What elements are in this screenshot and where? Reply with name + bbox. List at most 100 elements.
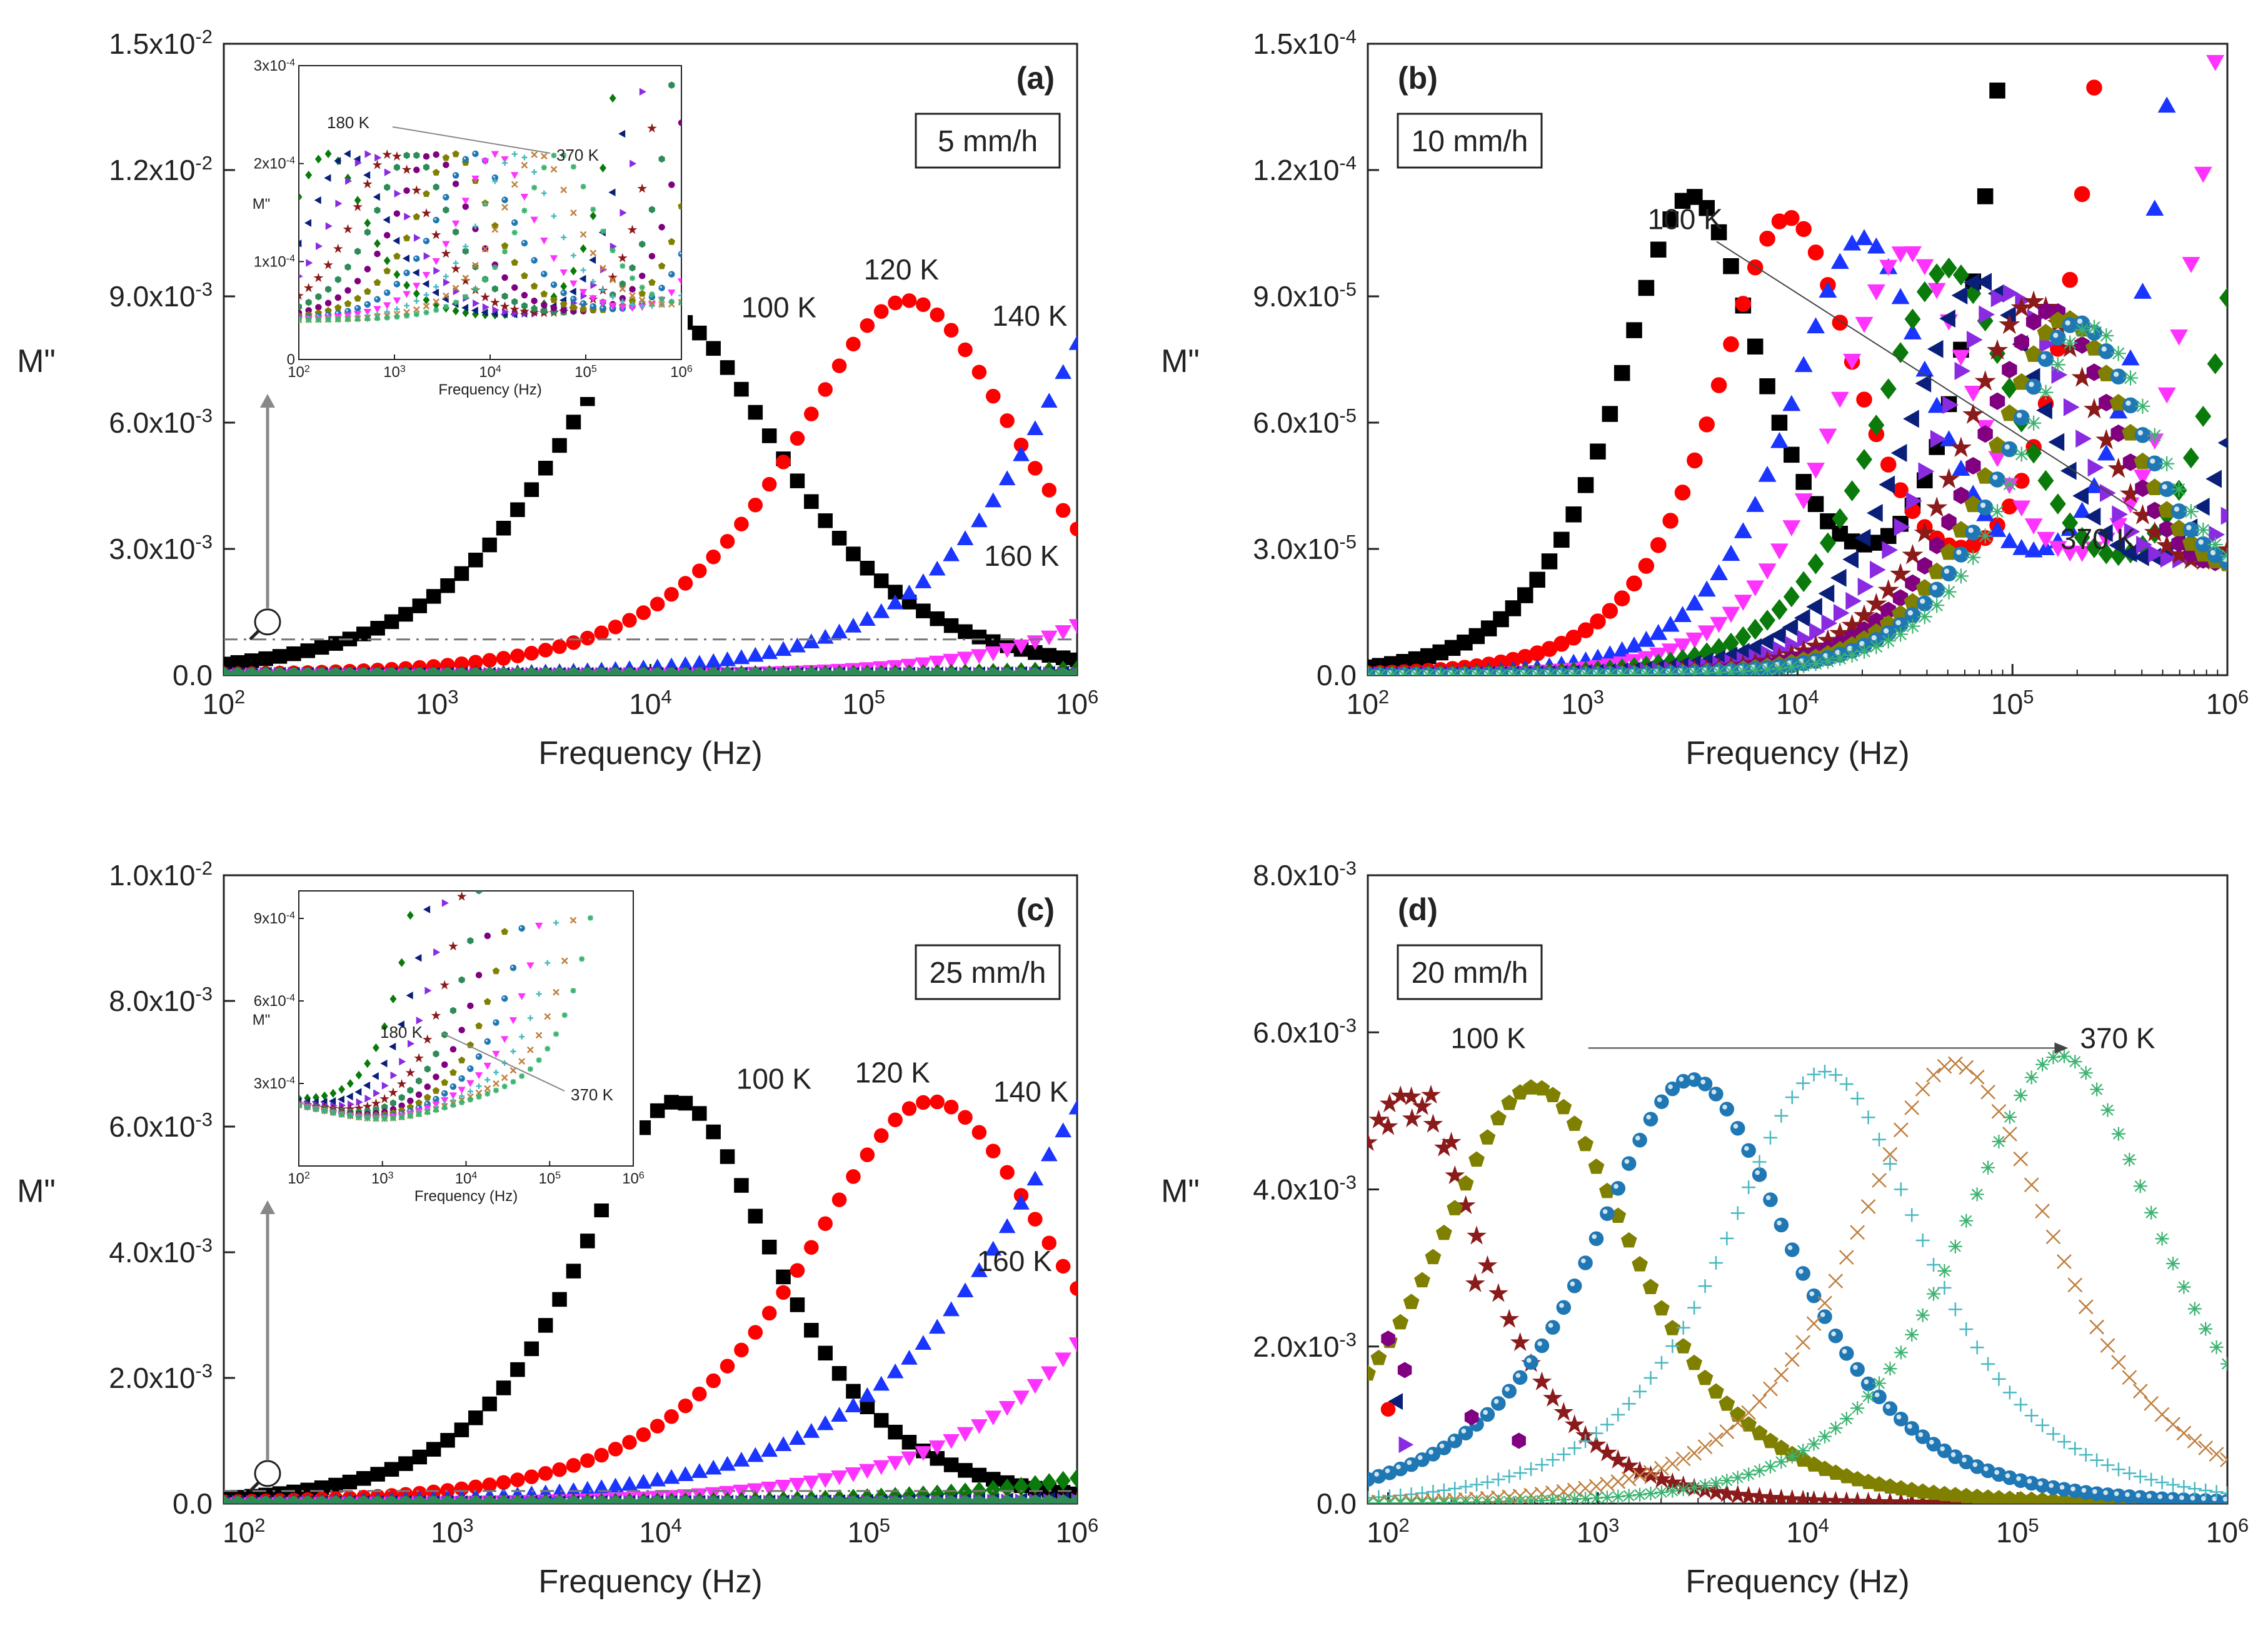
data-point [1530,667,1545,675]
inset-data-point-highlight [591,304,593,307]
data-point [775,1480,792,1495]
inset-data-point [570,280,578,288]
data-point [986,667,1000,675]
data-point-highlight [1450,1436,1455,1442]
y-tick-label: 2.0x10-3 [1253,1328,1357,1363]
data-point-highlight [1765,1195,1771,1200]
data-point [2067,1277,2083,1293]
data-point [1490,1110,1507,1126]
inset-data-point [433,948,441,957]
data-point [1894,1182,1908,1197]
inset-data-point [648,299,656,307]
inset-data-point [472,261,479,269]
data-point-highlight [1896,1414,1902,1420]
data-point [231,667,245,675]
inset-data-point-highlight [424,239,427,241]
data-point [804,406,819,421]
data-point [1000,1494,1015,1504]
trend-arrowhead [2054,1042,2069,1054]
data-point [956,1282,974,1298]
data-point [1566,667,1582,675]
data-point [943,323,959,338]
data-point [1070,1468,1077,1488]
data-point [734,381,749,397]
data-point [1856,449,1872,470]
inset-data-point [333,243,343,253]
data-point [2003,284,2019,303]
data-point-highlight [1907,1424,1912,1429]
data-point [412,598,428,613]
y-tick-label: 0.0 [173,1487,213,1520]
inset-data-point [553,920,559,926]
data-point [2037,531,2055,548]
inset-data-point [432,1087,440,1094]
data-point [761,1442,778,1457]
inset-data-point-highlight [356,306,358,309]
data-point-highlight [2005,1473,2010,1479]
data-point [566,667,581,675]
data-point [1028,1212,1043,1227]
data-point [1384,667,1400,675]
y-tick-label: 9.0x10-5 [1253,278,1357,313]
data-point [2012,500,2031,517]
data-point [2097,524,2113,543]
data-point [413,1495,427,1504]
data-point [2089,1319,2105,1335]
inset-data-point [443,304,449,310]
panel-label: (a) [1016,61,1055,96]
data-point [2144,1472,2159,1487]
condition-label: 20 mm/h [1412,957,1528,990]
inset-data-point [491,226,499,233]
data-point [762,1495,776,1504]
data-point [580,1234,595,1249]
inset-data-point [481,246,489,253]
inset-data-point [364,266,371,273]
inset-data-point [609,94,616,103]
inset-data-point [452,306,459,316]
data-point [1697,580,1716,597]
inset-data-point [629,286,636,293]
inset-data-point [404,313,410,319]
data-point [915,1335,932,1350]
data-point [2187,1302,2202,1316]
data-point [1893,626,1909,642]
inset-data-point [441,1078,449,1086]
data-point [1918,462,1935,481]
data-point [2100,1458,2115,1472]
data-point [2079,1066,2093,1080]
data-point [1774,1367,1789,1383]
inset-data-point [313,273,324,283]
data-point-highlight [2114,1491,2119,1497]
panel-label: (b) [1398,61,1438,96]
data-point [678,667,693,675]
inset-data-point [374,296,381,303]
y-tick-label: 1x10-4 [254,253,295,271]
inset-data-point [473,299,480,308]
inset-data-point [668,299,675,305]
data-point [468,553,483,568]
data-point [1988,521,2007,537]
data-point [2002,1127,2017,1142]
data-point [1730,1120,1745,1136]
data-point-highlight [1548,1323,1553,1328]
inset-data-point [493,1019,499,1026]
data-point [2037,323,2055,341]
data-point [1524,1462,1538,1476]
data-point-highlight [1657,1097,1662,1102]
inset-data-point [491,151,499,158]
data-point-highlight [1820,1312,1825,1317]
inset-data-point [404,213,411,221]
inset-data-point [449,1068,457,1076]
data-point [734,1178,749,1193]
inset-data-point [450,1102,456,1108]
inset-data-point [521,239,528,247]
inset-data-point [346,1078,354,1088]
data-point [342,1474,358,1490]
data-point-highlight [2037,1480,2043,1486]
inset-data-point [452,150,459,158]
inset-data-point [501,242,509,249]
data-point [1975,273,1992,291]
inset-data-point [355,1070,363,1080]
data-point [1468,1151,1485,1167]
x-tick-label: 106 [1056,686,1098,721]
